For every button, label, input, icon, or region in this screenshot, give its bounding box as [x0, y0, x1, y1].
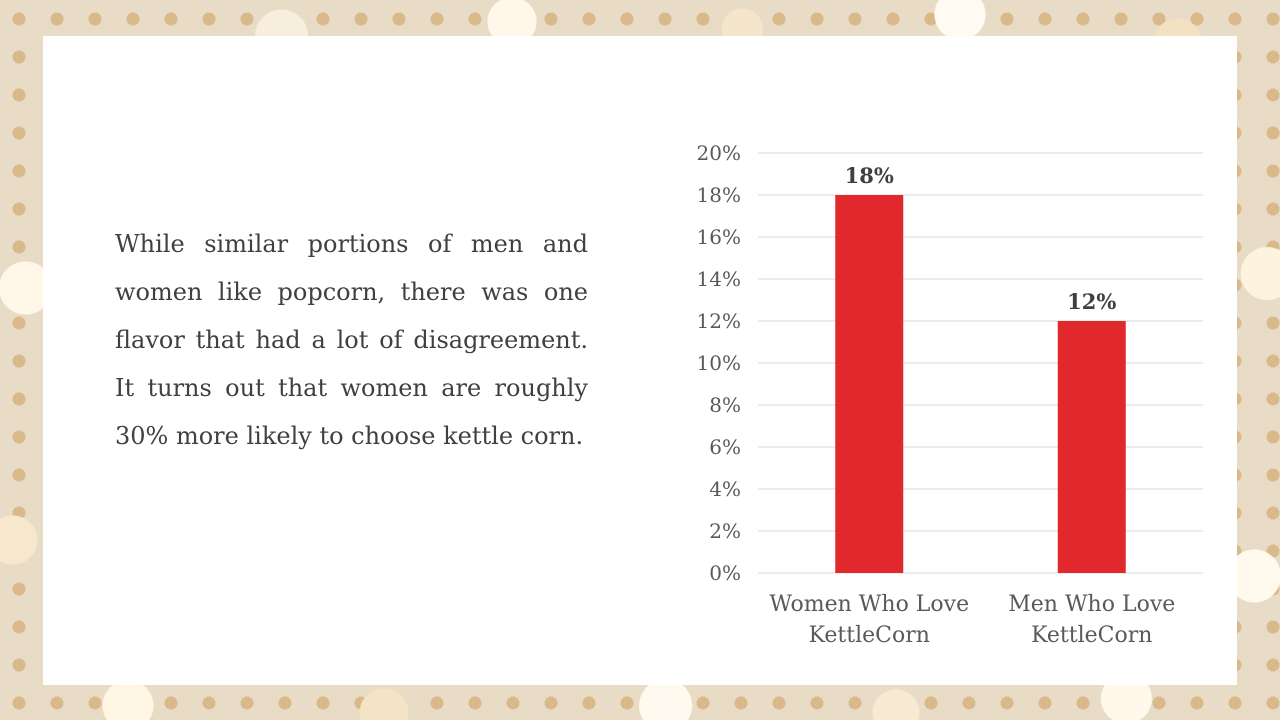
bar-chart: 0% 2% 4% 6% 8% 10% 12% 14% 16% 18% 20% 18% 12% Wome… [643, 106, 1203, 666]
y-tick-label: 8% [709, 393, 741, 417]
gridlines [758, 152, 1203, 574]
data-labels: 18% 12% [845, 163, 1117, 314]
y-axis-ticks: 0% 2% 4% 6% 8% 10% 12% 14% 16% 18% 20% [697, 141, 741, 585]
y-tick-label: 14% [697, 267, 741, 291]
bars [835, 195, 1126, 573]
y-tick-label: 20% [697, 141, 741, 165]
y-tick-label: 18% [697, 183, 741, 207]
bar-value-label: 12% [1067, 289, 1116, 314]
bar [835, 195, 904, 573]
y-tick-label: 12% [697, 309, 741, 333]
x-category-label: Men Who Love KettleCorn [1008, 592, 1176, 648]
chart-svg: 0% 2% 4% 6% 8% 10% 12% 14% 16% 18% 20% 18% 12% [697, 141, 1203, 585]
y-tick-label: 0% [709, 561, 741, 585]
bar-value-label: 18% [845, 163, 894, 188]
y-tick-label: 16% [697, 225, 741, 249]
y-tick-label: 10% [697, 351, 741, 375]
bar [1057, 321, 1126, 573]
y-tick-label: 4% [709, 477, 741, 501]
slide-panel: While similar portions of men and women … [43, 36, 1237, 685]
y-tick-label: 6% [709, 435, 741, 459]
y-tick-label: 2% [709, 519, 741, 543]
body-text: While similar portions of men and women … [115, 230, 588, 450]
x-category-label: Women Who Love KettleCorn [769, 592, 970, 648]
